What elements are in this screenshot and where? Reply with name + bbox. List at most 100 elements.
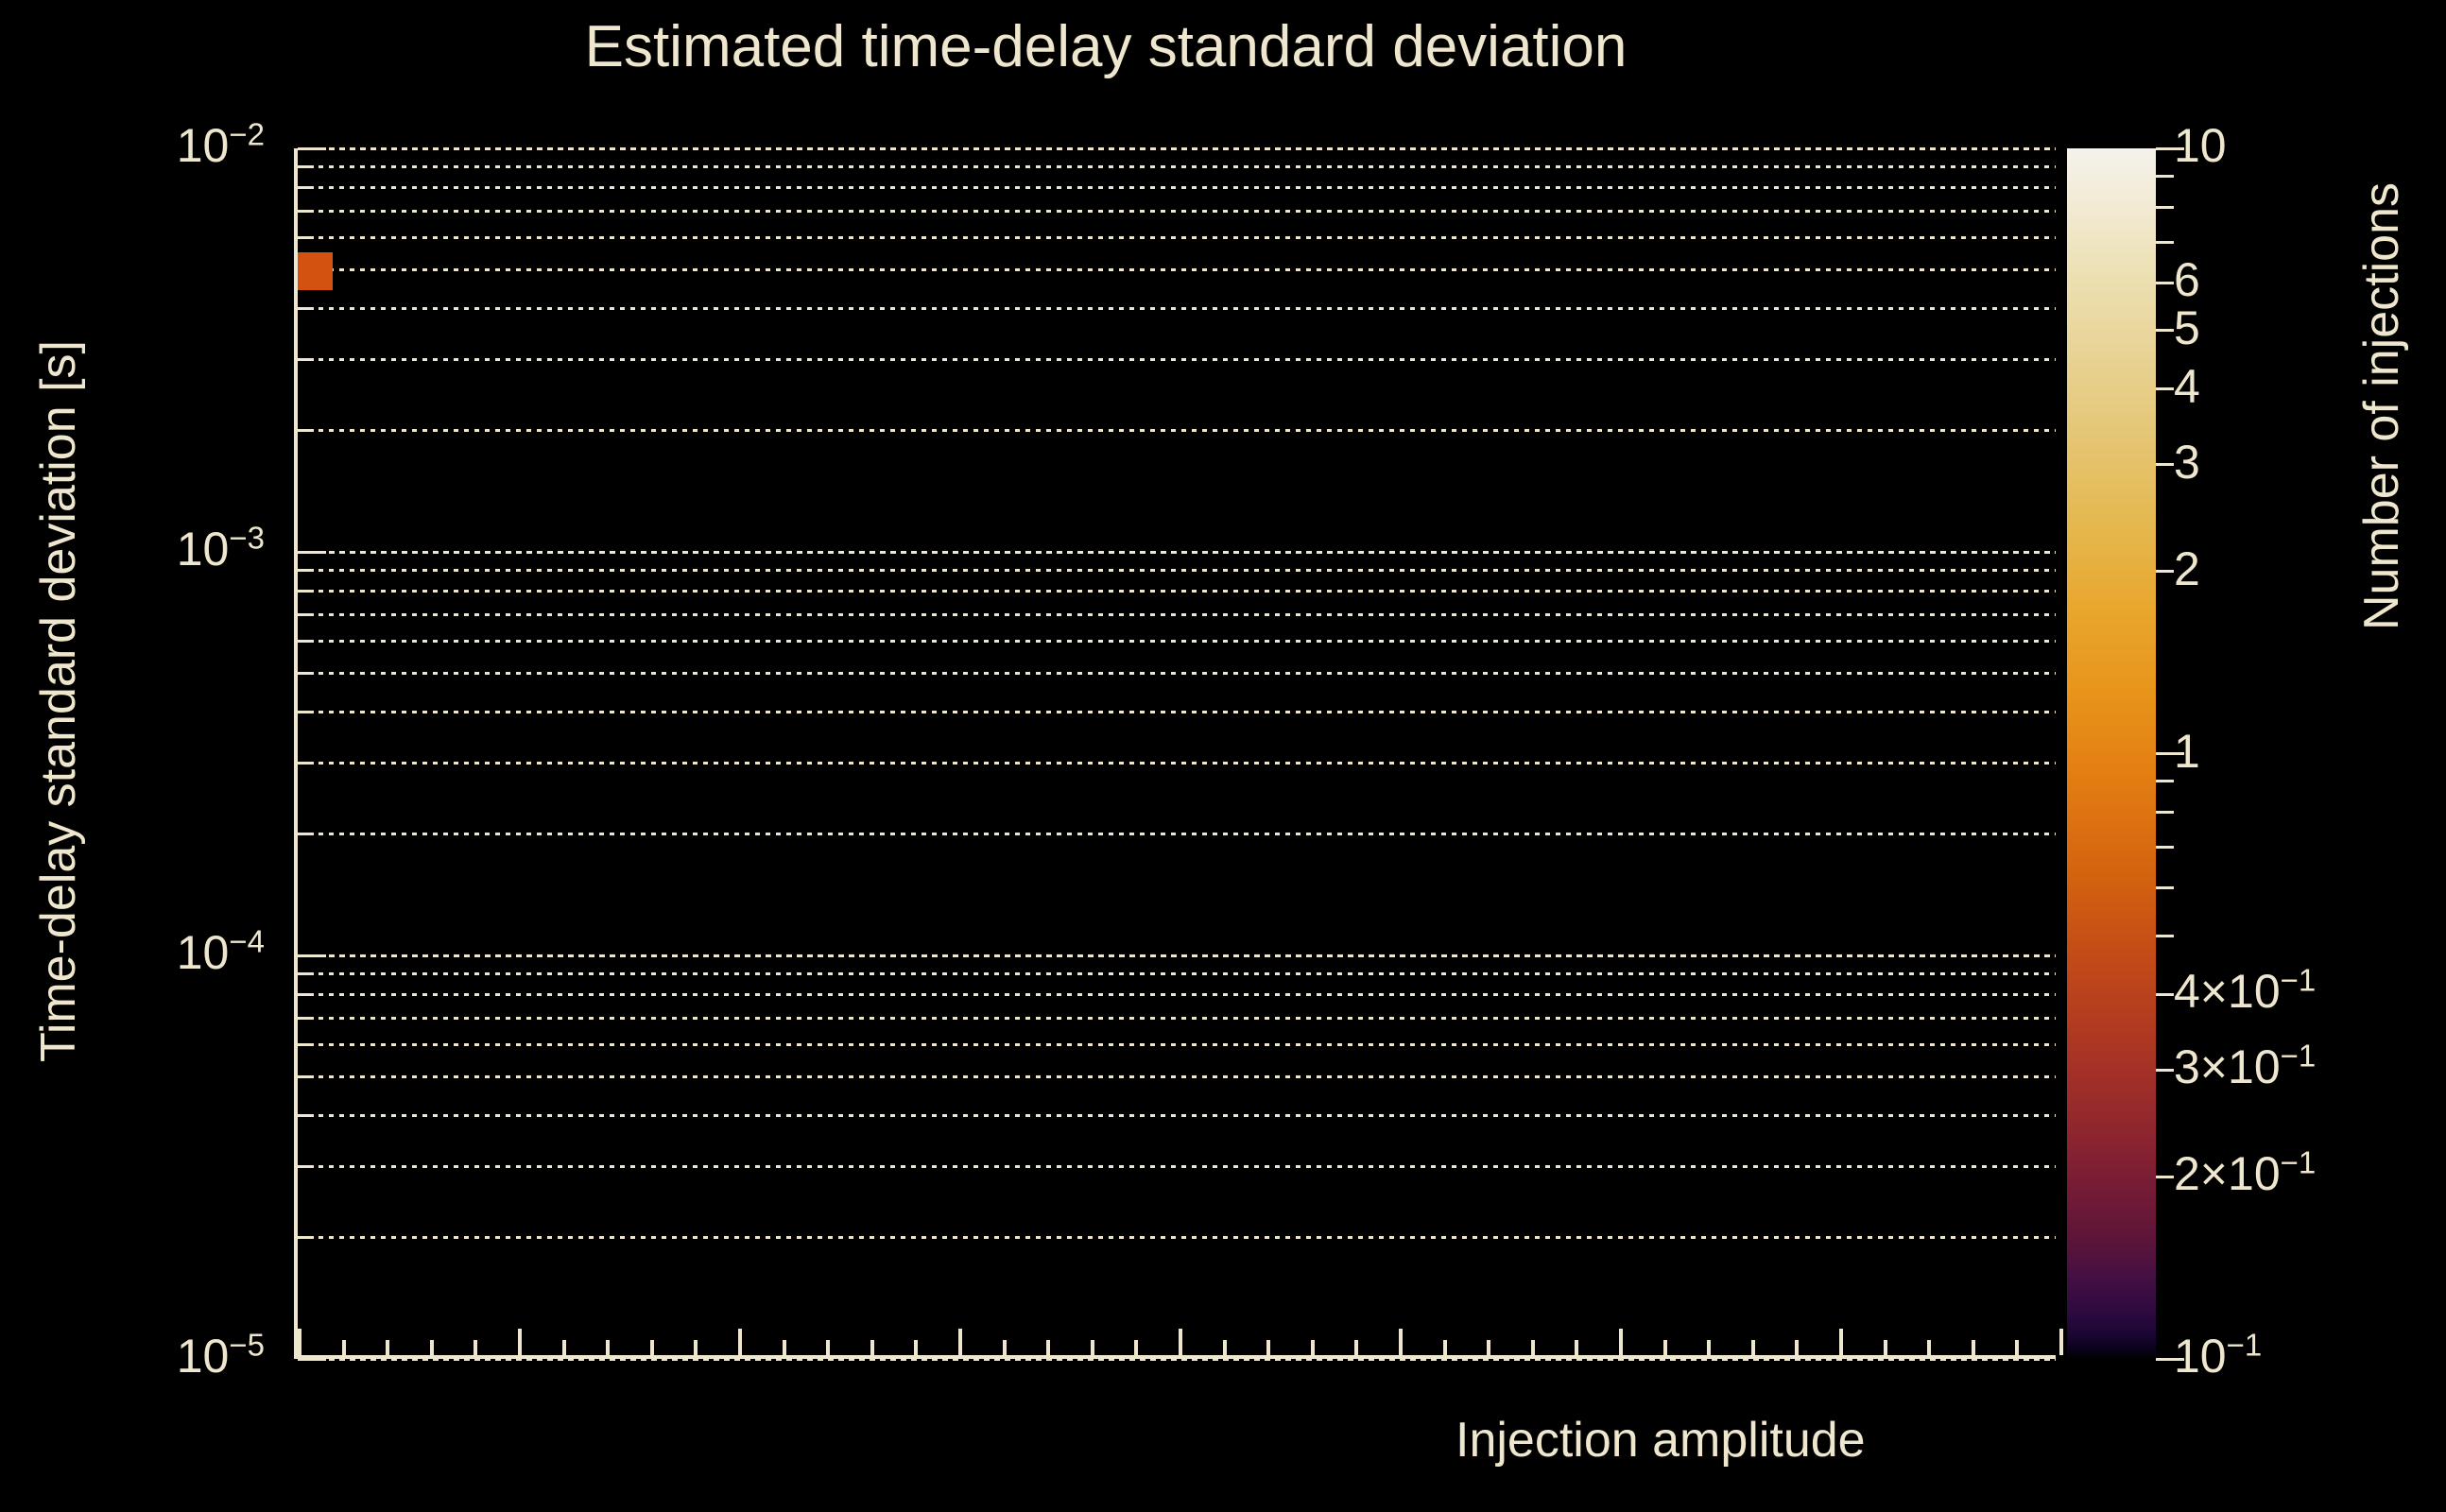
x-axis-tick [1619,1329,1623,1355]
x-axis-tick [518,1329,522,1355]
y-axis-tick [298,954,326,957]
y-axis-tick [298,711,314,714]
gridline-minor [298,761,2056,765]
colorbar-tick-label: 10−1 [2174,1327,2263,1383]
gridline-minor [298,1164,2056,1168]
y-axis-tick [298,209,314,213]
gridline-minor [298,1235,2056,1239]
x-axis-tick [1662,1340,1667,1355]
x-axis-tick [1883,1340,1887,1355]
x-axis-tick [1530,1340,1535,1355]
colorbar-tick [2156,934,2174,937]
x-axis-tick [1046,1340,1051,1355]
gridline-minor [298,672,2056,676]
x-axis-tick [649,1340,654,1355]
x-axis-tick [606,1340,611,1355]
x-axis-tick [1575,1340,1579,1355]
y-axis-tick [298,569,314,573]
x-axis-tick [1487,1340,1491,1355]
gridline-minor [298,165,2056,169]
y-axis-tick [298,550,326,554]
y-axis-tick [298,1235,314,1239]
y-axis-tick [298,1016,314,1020]
x-axis-tick [474,1340,478,1355]
x-axis-tick [958,1329,962,1355]
y-tick-label: 10−5 [176,1327,265,1383]
y-axis-tick [298,672,314,676]
y-axis-tick [298,1114,314,1118]
colorbar-tick [2156,811,2174,815]
colorbar [2067,146,2184,1361]
x-axis-tick [561,1340,566,1355]
colorbar-title: Number of injections [2354,182,2409,630]
x-axis-tick [1707,1340,1712,1355]
colorbar-tick [2156,174,2174,178]
y-axis-tick [298,307,314,311]
x-axis-tick [341,1340,346,1355]
gridlines [298,146,2056,1361]
heatmap-cell[interactable] [298,251,333,290]
colorbar-tick [2156,752,2184,755]
y-axis-tick [298,1043,314,1047]
gridline-minor [298,832,2056,835]
colorbar-tick [2156,1357,2184,1361]
y-tick-label: 10−3 [176,520,265,576]
x-axis-tick [1971,1340,1975,1355]
x-axis-tick [386,1340,390,1355]
y-axis-tick [298,640,314,644]
y-axis-tick [298,612,314,616]
colorbar-tick [2156,463,2174,467]
gridline-minor [298,972,2056,976]
x-axis-tick [429,1340,434,1355]
colorbar-gradient [2067,148,2156,1359]
x-axis-tick [1750,1340,1755,1355]
colorbar-tick-label: 3 [2174,435,2200,489]
colorbar-tick-label: 3×10−1 [2174,1038,2317,1094]
colorbar-tick [2156,992,2174,996]
gridline-minor [298,1043,2056,1047]
x-axis-tick [914,1340,919,1355]
y-axis-tick [298,357,314,361]
y-tick-label: 10−4 [176,923,265,979]
y-axis-tick [298,992,314,996]
y-axis-title: Time-delay standard deviation [s] [31,340,86,1063]
gridline-minor [298,711,2056,714]
x-axis-tick [1090,1340,1094,1355]
gridline-minor [298,268,2056,272]
y-axis-tick [298,972,314,976]
colorbar-tick [2156,1068,2174,1072]
x-axis-tick [1179,1329,1182,1355]
y-axis-tick [298,236,314,240]
gridline-major [298,146,2056,150]
x-axis-tick [1002,1340,1007,1355]
x-axis-tick [1266,1340,1271,1355]
y-axis-tick [298,832,314,835]
colorbar-tick [2156,146,2184,150]
colorbar-tick [2156,570,2174,574]
x-axis-tick [738,1329,742,1355]
gridline-minor [298,357,2056,361]
x-axis-tick [694,1340,698,1355]
x-axis-title: Injection amplitude [1456,1413,1866,1468]
x-axis-tick [2015,1340,2020,1355]
x-axis-tick [1442,1340,1447,1355]
x-axis-tick [826,1340,831,1355]
colorbar-tick-label: 1 [2174,724,2200,778]
colorbar-tick-label: 6 [2174,253,2200,307]
gridline-minor [298,640,2056,644]
x-axis-tick [298,1329,301,1355]
x-axis-tick [2059,1329,2063,1355]
colorbar-tick [2156,205,2174,209]
chart-title: Estimated time-delay standard deviation [584,14,1628,79]
gridline-minor [298,1114,2056,1118]
gridline-major [298,550,2056,554]
plot-area [294,146,2063,1361]
colorbar-tick-label: 4×10−1 [2174,962,2317,1019]
gridline-minor [298,612,2056,616]
colorbar-tick-label: 4 [2174,359,2200,413]
y-axis-tick [298,589,314,593]
y-axis-tick [298,1075,314,1079]
gridline-minor [298,307,2056,311]
colorbar-tick [2156,1175,2174,1178]
